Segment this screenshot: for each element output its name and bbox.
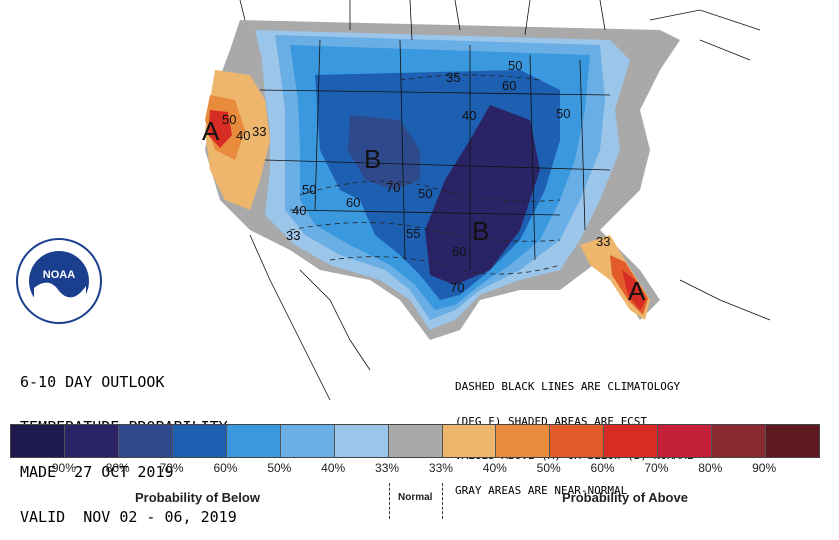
legend-swatch — [765, 425, 820, 457]
svg-text:70: 70 — [450, 280, 464, 295]
legend-label: 60% — [213, 461, 238, 475]
normal-divider-left — [389, 483, 390, 519]
legend-label: 80% — [105, 461, 130, 475]
svg-text:60: 60 — [346, 195, 360, 210]
climatology-contours — [289, 74, 561, 275]
above-west-max — [208, 110, 232, 148]
border-outlines — [239, 0, 771, 401]
svg-text:40: 40 — [462, 108, 476, 123]
noaa-logo: NOAA — [16, 238, 102, 324]
svg-text:40: 40 — [236, 128, 250, 143]
svg-text:70: 70 — [386, 180, 400, 195]
svg-text:50: 50 — [418, 186, 432, 201]
state-boundaries — [259, 39, 611, 270]
normal-divider-right — [442, 483, 443, 519]
legend-swatch — [387, 425, 442, 457]
normal-caption: Normal — [398, 492, 433, 503]
legend-swatch — [279, 425, 334, 457]
svg-text:60: 60 — [452, 244, 466, 259]
legend-label: 90% — [752, 461, 777, 475]
legend-label: 40% — [482, 461, 507, 475]
label-above-florida: A — [628, 276, 646, 306]
above-florida-max — [622, 270, 646, 310]
title-line-3: MADE 27 OCT 2019 — [20, 463, 174, 481]
above-caption: Probability of Above — [562, 490, 688, 505]
temperature-probability-map: 50 40 33 50 40 33 60 70 50 55 35 50 60 4… — [202, 0, 771, 401]
label-above-west: A — [202, 116, 220, 146]
noaa-logo-text: NOAA — [43, 269, 75, 281]
legend-swatch — [333, 425, 388, 457]
legend-swatch — [657, 425, 712, 457]
legend-swatch — [603, 425, 658, 457]
legend-label: 60% — [590, 461, 615, 475]
svg-text:55: 55 — [406, 226, 420, 241]
legend-swatch — [117, 425, 172, 457]
legend-label: 70% — [644, 461, 669, 475]
svg-text:33: 33 — [286, 228, 300, 243]
svg-text:50: 50 — [508, 58, 522, 73]
legend-percent-labels: 90% 80% 70% 60% 50% 40% 33% 33% 40% 50% 60% 70% 80% 9… — [10, 461, 818, 477]
legend-label: 70% — [159, 461, 184, 475]
legend-swatch — [225, 425, 280, 457]
legend-label: 33% — [375, 461, 400, 475]
legend-swatch — [171, 425, 226, 457]
legend-swatch — [495, 425, 550, 457]
legend-label: 40% — [321, 461, 346, 475]
label-below-plains: B — [472, 216, 489, 246]
svg-text:50: 50 — [302, 182, 316, 197]
title-line-1: 6-10 DAY OUTLOOK — [20, 373, 165, 391]
svg-text:35: 35 — [446, 70, 460, 85]
legend-swatch — [441, 425, 496, 457]
label-below-rockies: B — [364, 144, 381, 174]
probability-color-legend — [10, 424, 820, 458]
below-70-plains — [425, 105, 540, 285]
title-line-4: VALID NOV 02 - 06, 2019 — [20, 508, 237, 526]
below-caption: Probability of Below — [135, 490, 260, 505]
legend-label: 50% — [536, 461, 561, 475]
svg-text:50: 50 — [556, 106, 570, 121]
svg-text:33: 33 — [596, 234, 610, 249]
legend-label: 50% — [267, 461, 292, 475]
svg-text:33: 33 — [252, 124, 266, 139]
legend-swatch — [63, 425, 118, 457]
svg-text:40: 40 — [292, 203, 306, 218]
svg-text:50: 50 — [222, 112, 236, 127]
legend-label: 90% — [51, 461, 76, 475]
svg-text:60: 60 — [502, 78, 516, 93]
note-line-4: GRAY AREAS ARE NEAR-NORMAL — [455, 483, 628, 497]
note-line-1: DASHED BLACK LINES ARE CLIMATOLOGY — [455, 380, 681, 393]
legend-swatch — [549, 425, 604, 457]
contour-labels: 50 40 33 50 40 33 60 70 50 55 35 50 60 4… — [222, 58, 610, 295]
note-line-2: (DEG F) SHADED AREAS ARE FCST — [455, 414, 648, 428]
legend-label: 33% — [428, 461, 453, 475]
legend-swatch — [11, 425, 64, 457]
legend-swatch — [711, 425, 766, 457]
legend-label: 80% — [698, 461, 723, 475]
